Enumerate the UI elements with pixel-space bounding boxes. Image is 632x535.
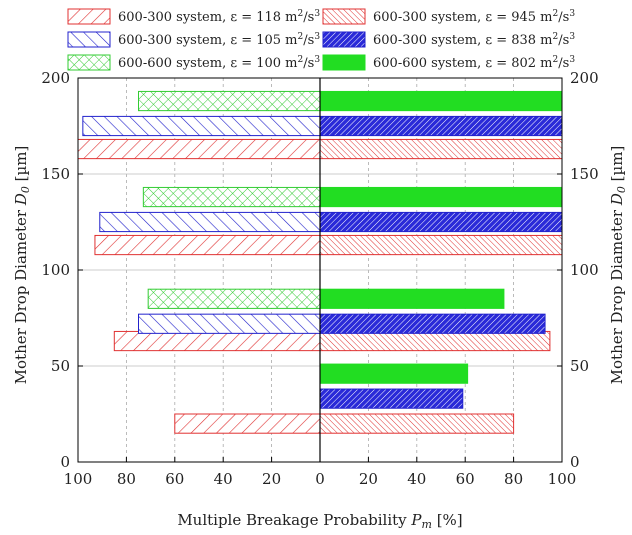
x-tick-label-left: 40: [214, 470, 233, 488]
bars: [77, 90, 563, 434]
bar-left: [77, 138, 321, 160]
bar-right: [319, 115, 563, 137]
bar-left: [142, 186, 321, 208]
y-axis-label-left: Mother Drop Diameter D0 [µm]: [12, 146, 32, 385]
x-tick-label-right: 20: [359, 470, 378, 488]
legend-swatch: [67, 8, 111, 25]
bar-left: [138, 90, 321, 112]
y-tick-label-right: 200: [570, 69, 599, 87]
y-tick-label-left: 150: [41, 165, 70, 183]
bar-right: [319, 234, 563, 256]
bar-right: [319, 211, 563, 233]
legend-swatch: [67, 31, 111, 48]
y-tick-label-right: 50: [570, 357, 589, 375]
bar-right: [319, 363, 469, 384]
bar-right: [319, 186, 563, 208]
x-axis-label: Multiple Breakage Probability Pm [%]: [177, 511, 462, 531]
legend-label: 600-300 system, ε = 105 m2/s3: [118, 32, 320, 48]
bar-left: [99, 211, 321, 233]
bar-right: [319, 388, 464, 409]
bar-left: [147, 288, 321, 309]
legend-swatch: [322, 31, 366, 48]
bar-left: [138, 313, 321, 334]
y-tick-label-right: 0: [570, 453, 580, 471]
bar-right: [319, 413, 515, 434]
y-tick-label-right: 150: [570, 165, 599, 183]
legend-label: 600-300 system, ε = 838 m2/s3: [373, 32, 575, 48]
y-axis-label-right: Mother Drop Diameter D0 [µm]: [608, 146, 628, 385]
bar-left: [174, 413, 321, 434]
bar-left: [94, 234, 321, 256]
x-tick-label-right: 0: [315, 470, 325, 488]
bar-right: [319, 138, 563, 160]
bar-right: [319, 90, 563, 112]
y-tick-label-left: 200: [41, 69, 70, 87]
bar-right: [319, 313, 546, 334]
bar-left: [113, 330, 321, 352]
x-tick-label-right: 100: [548, 470, 577, 488]
x-tick-label-left: 80: [117, 470, 136, 488]
y-tick-label-left: 50: [51, 357, 70, 375]
legend-label: 600-600 system, ε = 100 m2/s3: [118, 55, 320, 71]
legend: 600-300 system, ε = 118 m2/s3 600-300 sys…: [67, 8, 575, 71]
bar-right: [319, 330, 551, 352]
legend-swatch: [322, 8, 366, 25]
bar-right: [319, 288, 505, 309]
x-tick-label-right: 80: [504, 470, 523, 488]
x-tick-label-left: 100: [64, 470, 93, 488]
legend-label: 600-300 system, ε = 118 m2/s3: [118, 9, 320, 25]
legend-label: 600-600 system, ε = 802 m2/s3: [373, 55, 575, 71]
legend-swatch: [322, 54, 366, 71]
axes: [77, 77, 563, 463]
x-tick-label-right: 60: [456, 470, 475, 488]
bar-left: [82, 115, 321, 137]
legend-swatch: [67, 54, 111, 71]
y-tick-label-left: 0: [60, 453, 70, 471]
x-tick-label-right: 40: [407, 470, 426, 488]
x-tick-label-left: 20: [262, 470, 281, 488]
y-tick-label-left: 100: [41, 261, 70, 279]
x-tick-label-left: 60: [165, 470, 184, 488]
y-tick-label-right: 100: [570, 261, 599, 279]
legend-label: 600-300 system, ε = 945 m2/s3: [373, 9, 575, 25]
